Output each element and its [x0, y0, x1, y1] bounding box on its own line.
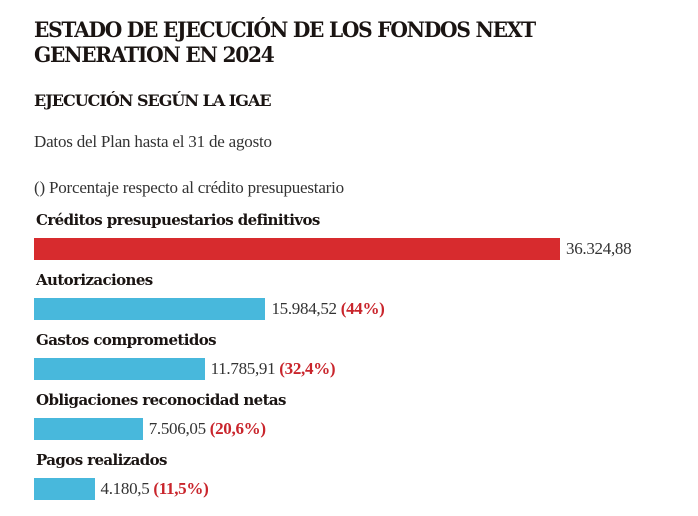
category-label: Pagos realizados	[36, 451, 168, 469]
percent-label: (32,4%)	[279, 359, 336, 378]
value-number: 4.180,5	[100, 479, 150, 498]
bar	[34, 418, 143, 440]
category-label: Autorizaciones	[36, 271, 153, 289]
percent-label: (20,6%)	[209, 419, 266, 438]
category-label: Obligaciones reconocidad netas	[36, 391, 287, 409]
value-number: 7.506,05	[148, 419, 206, 438]
category-label: Gastos comprometidos	[36, 331, 217, 349]
percent-label: (44%)	[340, 299, 385, 318]
bar	[34, 238, 560, 260]
bar	[34, 358, 205, 380]
category-label: Créditos presupuestarios definitivos	[36, 211, 320, 229]
value-number: 36.324,88	[566, 239, 632, 258]
date-note: Datos del Plan hasta el 31 de agosto	[34, 132, 272, 151]
bar	[34, 478, 95, 500]
value-label: 7.506,05 (20,6%)	[149, 419, 266, 439]
percent-note: () Porcentaje respecto al crédito presup…	[34, 178, 344, 197]
value-label: 11.785,91 (32,4%)	[211, 359, 336, 379]
chart-title: ESTADO DE EJECUCIÓN DE LOS FONDOS NEXT G…	[34, 17, 536, 67]
value-label: 36.324,88	[566, 239, 632, 259]
bar	[34, 298, 266, 320]
chart-subtitle: EJECUCIÓN SEGÚN LA IGAE	[34, 91, 272, 110]
value-number: 11.785,91	[210, 359, 276, 378]
value-number: 15.984,52	[271, 299, 337, 318]
percent-label: (11,5%)	[153, 479, 209, 498]
value-label: 4.180,5 (11,5%)	[101, 479, 209, 499]
value-label: 15.984,52 (44%)	[271, 299, 384, 319]
